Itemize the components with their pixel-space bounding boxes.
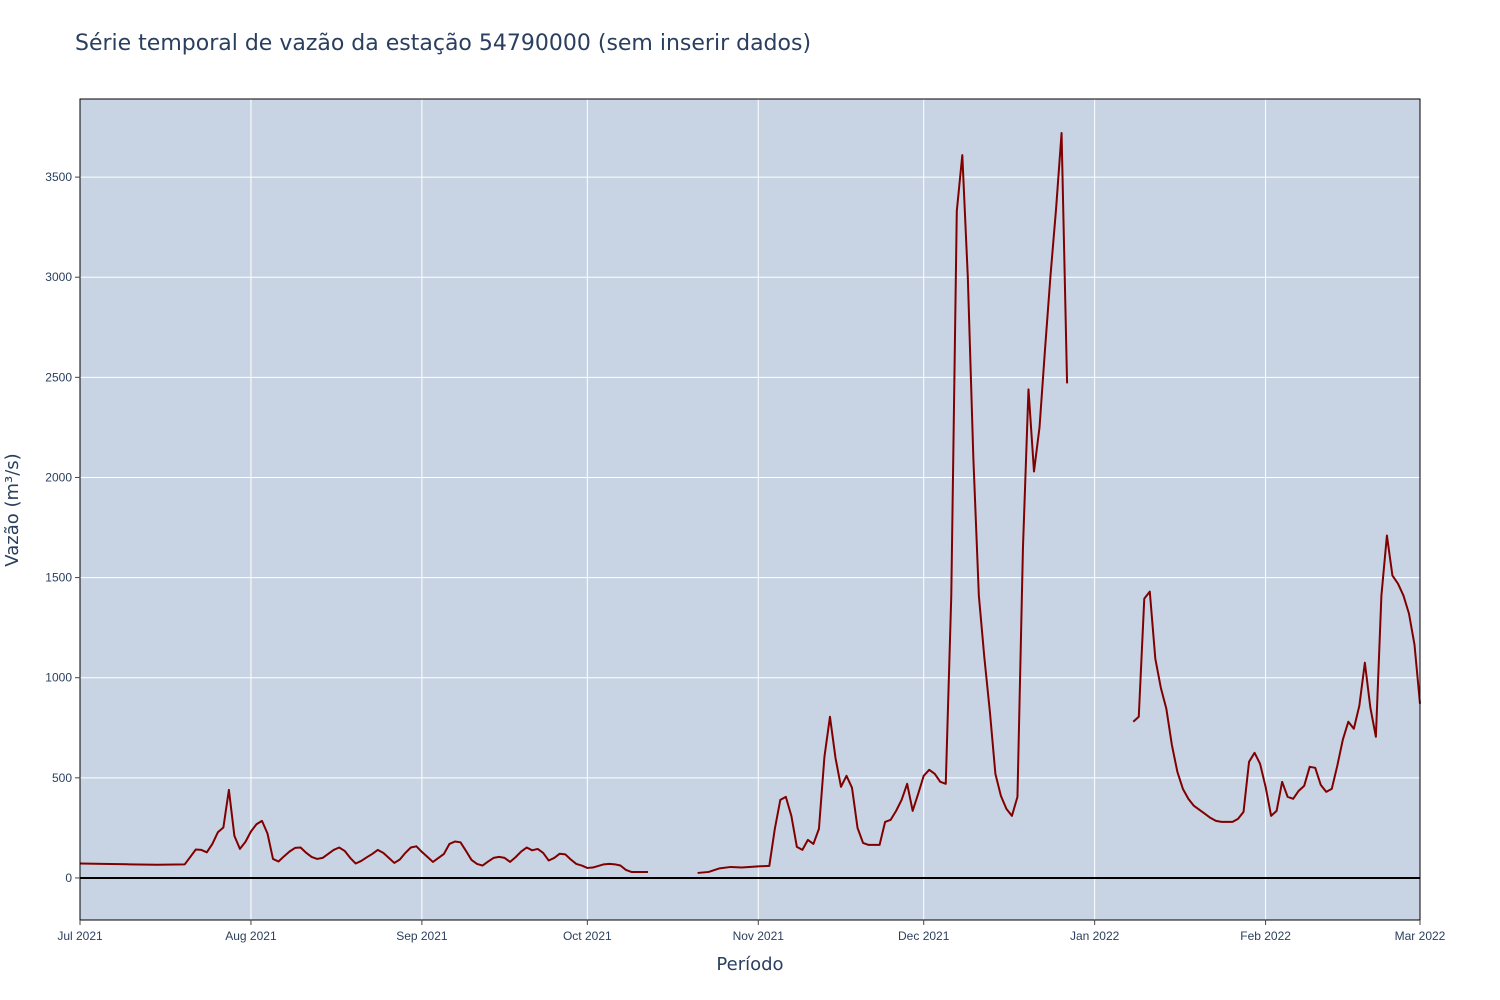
x-tick-label: Mar 2022 [1395,929,1446,943]
plot-area [80,99,1420,920]
y-tick-label: 0 [65,871,72,885]
y-tick-label: 1000 [45,671,72,685]
x-tick-label: Dec 2021 [898,929,950,943]
x-tick-label: Sep 2021 [396,929,448,943]
x-tick-label: Aug 2021 [225,929,277,943]
series-line-segment [697,132,1069,874]
y-axis-ticks: 0 500 1000 1500 2000 2500 3000 3500 [45,170,80,885]
x-tick-label: Jan 2022 [1070,929,1120,943]
series-flow [79,132,1421,874]
y-tick-label: 500 [52,771,72,785]
y-axis-title: Vazão (m³/s) [2,453,23,566]
horizontal-gridlines [80,176,1420,779]
x-tick-label: Nov 2021 [733,929,785,943]
y-tick-label: 1500 [45,571,72,585]
x-tick-label: Oct 2021 [563,929,612,943]
x-axis-title: Período [716,954,783,975]
plot-frame [79,98,1421,921]
x-tick-label: Feb 2022 [1240,929,1291,943]
x-tick-label: Jul 2021 [57,929,103,943]
series-line-segment [1132,534,1421,823]
x-axis-ticks: Jul 2021 Aug 2021 Sep 2021 Oct 2021 Nov 2021… [57,920,1446,943]
series-line-segment [79,788,648,873]
y-tick-label: 3000 [45,270,72,284]
y-tick-label: 2000 [45,470,72,484]
y-tick-label: 3500 [45,170,72,184]
chart-title: Série temporal de vazão da estação 54790… [75,31,811,56]
y-tick-label: 2500 [45,370,72,384]
